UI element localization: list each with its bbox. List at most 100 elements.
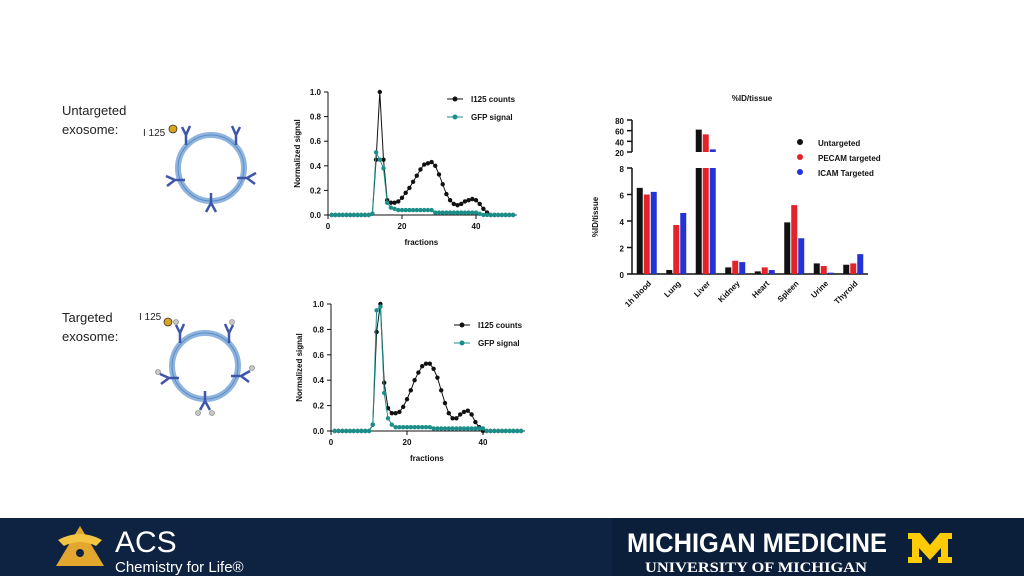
isotope-label: I 125	[139, 312, 162, 323]
data-point	[480, 426, 486, 431]
bar	[798, 238, 805, 274]
data-point	[469, 426, 474, 431]
data-point	[511, 428, 516, 434]
data-point	[396, 207, 401, 213]
data-point	[344, 428, 349, 434]
data-point	[412, 424, 417, 430]
legend-marker	[459, 340, 465, 346]
data-point	[433, 210, 438, 215]
y-tick-label: 0.0	[313, 427, 325, 436]
data-point	[374, 329, 379, 335]
legend-label: GFP signal	[471, 113, 513, 122]
y-tick-label: 60	[615, 128, 624, 137]
data-point	[336, 212, 342, 218]
y-tick-label: 20	[615, 149, 624, 158]
data-point	[393, 411, 398, 416]
data-point	[401, 424, 406, 430]
bar	[857, 254, 864, 274]
data-point	[416, 424, 421, 430]
data-point	[435, 426, 440, 431]
y-tick-label: 0.6	[310, 137, 322, 146]
untargeted-label: exosome:	[62, 122, 118, 137]
data-point	[401, 404, 406, 410]
bar	[709, 149, 716, 274]
x-tick-label: Kidney	[716, 279, 742, 305]
data-point	[408, 388, 413, 393]
data-point	[329, 212, 334, 218]
data-point	[447, 210, 453, 215]
data-point	[451, 201, 456, 207]
data-point	[423, 361, 429, 366]
legend-label: I125 counts	[478, 321, 523, 330]
data-point	[397, 409, 402, 415]
acs-tagline: Chemistry for Life®	[115, 559, 244, 576]
data-point	[340, 212, 345, 218]
data-point	[462, 210, 468, 215]
data-point	[459, 210, 464, 215]
data-point	[431, 366, 436, 371]
data-point	[450, 426, 455, 431]
y-tick-label: 0.8	[313, 325, 325, 334]
bar	[850, 263, 857, 274]
data-point	[355, 212, 360, 218]
data-point	[393, 424, 398, 430]
bar	[754, 271, 761, 274]
data-point	[473, 426, 478, 431]
data-point	[420, 424, 425, 430]
data-point	[446, 426, 451, 431]
data-point	[481, 212, 486, 218]
bar	[784, 222, 791, 274]
data-point	[440, 210, 445, 215]
university-name: UNIVERSITY OF MICHIGAN	[645, 560, 867, 576]
x-tick-label: 20	[403, 438, 412, 447]
data-point	[461, 409, 467, 415]
legend-label: GFP signal	[478, 339, 520, 348]
data-point	[410, 207, 416, 213]
data-point	[381, 166, 386, 171]
legend-marker	[452, 114, 458, 120]
y-tick-label: 2	[620, 245, 625, 254]
x-tick-label: Lung	[662, 279, 682, 299]
data-point	[377, 89, 382, 95]
data-point	[503, 212, 508, 218]
bar	[702, 134, 709, 274]
data-point	[447, 198, 453, 203]
data-point	[507, 428, 512, 434]
exosome-targeted	[155, 317, 255, 416]
y-tick-label: 0	[620, 271, 625, 280]
data-point	[425, 161, 431, 166]
isotope-label: I 125	[143, 128, 166, 139]
data-point	[366, 212, 371, 218]
data-point	[397, 424, 402, 430]
data-point	[414, 173, 419, 178]
line-chart: 0.0 0.2 0.4 0.6 0.8 1.0 0 20 40 fractions Normaliz…	[293, 88, 517, 247]
data-point	[484, 212, 490, 218]
line-chart: 0.0 0.2 0.4 0.6 0.8 1.0 0 20 40 fractions Normaliz…	[295, 300, 525, 463]
legend-marker	[797, 139, 803, 145]
bar	[673, 224, 680, 274]
data-point	[388, 200, 394, 205]
legend-marker	[459, 322, 465, 328]
data-point	[359, 428, 364, 434]
y-tick-label: 0.4	[310, 162, 322, 171]
data-point	[454, 416, 459, 421]
data-point	[422, 207, 427, 213]
data-point	[399, 195, 405, 200]
targeted-label: Targeted	[62, 310, 113, 325]
data-point	[436, 172, 442, 177]
bar	[791, 205, 798, 274]
y-tick-label: 1.0	[310, 88, 322, 97]
y-tick-label: 0.0	[310, 211, 322, 220]
data-point	[344, 212, 349, 218]
data-point	[385, 416, 391, 421]
data-point	[473, 419, 478, 425]
data-point	[442, 400, 448, 406]
data-point	[399, 207, 405, 213]
data-point	[403, 207, 408, 213]
data-point	[455, 210, 460, 215]
data-point	[378, 304, 383, 309]
y-tick-label: 0.6	[313, 351, 325, 360]
data-point	[389, 411, 394, 416]
data-point	[470, 196, 475, 202]
